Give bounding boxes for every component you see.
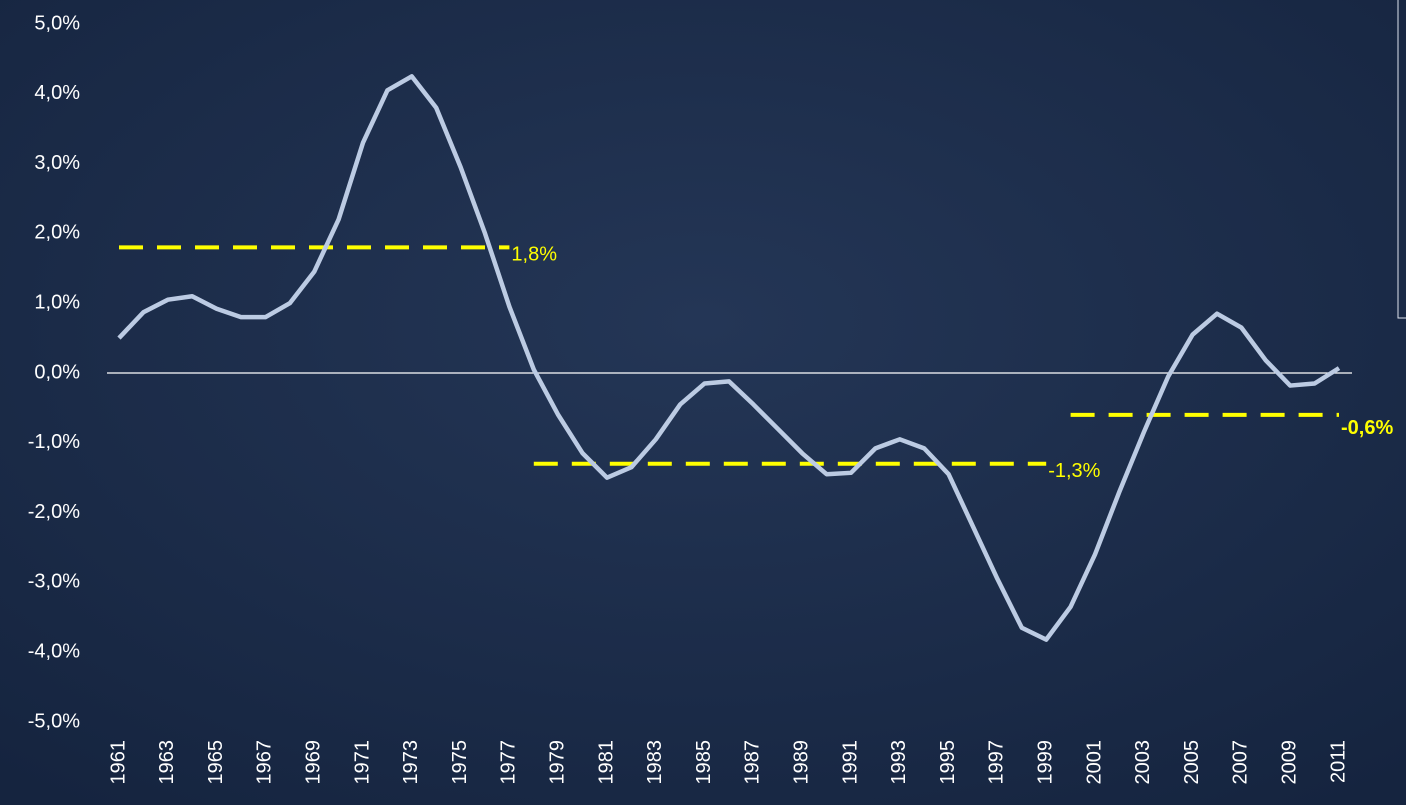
legend-box <box>1397 0 1406 319</box>
x-tick-label: 1979 <box>546 740 568 785</box>
x-tick-label: 1981 <box>595 740 617 785</box>
y-tick-label: 5,0% <box>34 12 80 34</box>
x-tick-label: 1973 <box>400 740 422 785</box>
x-tick-label: 1991 <box>839 740 861 785</box>
x-tick-label: 1971 <box>351 740 373 785</box>
y-tick-label: 3,0% <box>34 152 80 174</box>
average-label: 1,8% <box>511 244 557 266</box>
y-tick-label: 0,0% <box>34 361 80 383</box>
x-tick-label: 1967 <box>254 740 276 785</box>
x-tick-label: 1963 <box>156 740 178 785</box>
y-tick-label: 1,0% <box>34 291 80 313</box>
x-tick-label: 1997 <box>986 740 1008 785</box>
x-tick-label: 2003 <box>1132 740 1154 785</box>
y-tick-label: -2,0% <box>28 501 80 523</box>
y-tick-label: -3,0% <box>28 571 80 593</box>
x-tick-label: 2011 <box>1327 740 1349 783</box>
y-tick-label: -4,0% <box>28 640 80 662</box>
x-tick-label: 1999 <box>1034 740 1056 785</box>
y-tick-label: -1,0% <box>28 431 80 453</box>
average-label: -1,3% <box>1048 460 1100 482</box>
x-tick-label: 1983 <box>644 740 666 785</box>
x-tick-label: 1965 <box>205 740 227 785</box>
x-tick-label: 1961 <box>107 740 129 785</box>
x-tick-label: 1985 <box>693 740 715 785</box>
x-tick-label: 1993 <box>888 740 910 785</box>
x-tick-label: 2005 <box>1181 740 1203 785</box>
x-tick-label: 1977 <box>498 740 520 785</box>
data-line <box>117 74 1341 642</box>
x-tick-label: 1987 <box>742 740 764 785</box>
x-tick-label: 2007 <box>1230 740 1252 785</box>
x-tick-label: 1995 <box>937 740 959 785</box>
y-tick-label: 2,0% <box>34 222 80 244</box>
x-tick-label: 2009 <box>1278 740 1300 785</box>
average-label: -0,6% <box>1341 417 1393 439</box>
y-tick-label: 4,0% <box>34 82 80 104</box>
x-tick-label: 1969 <box>302 740 324 785</box>
y-tick-label: -5,0% <box>28 710 80 732</box>
x-tick-label: 1989 <box>790 740 812 785</box>
x-tick-label: 1975 <box>449 740 471 785</box>
x-tick-label: 2001 <box>1083 740 1105 785</box>
